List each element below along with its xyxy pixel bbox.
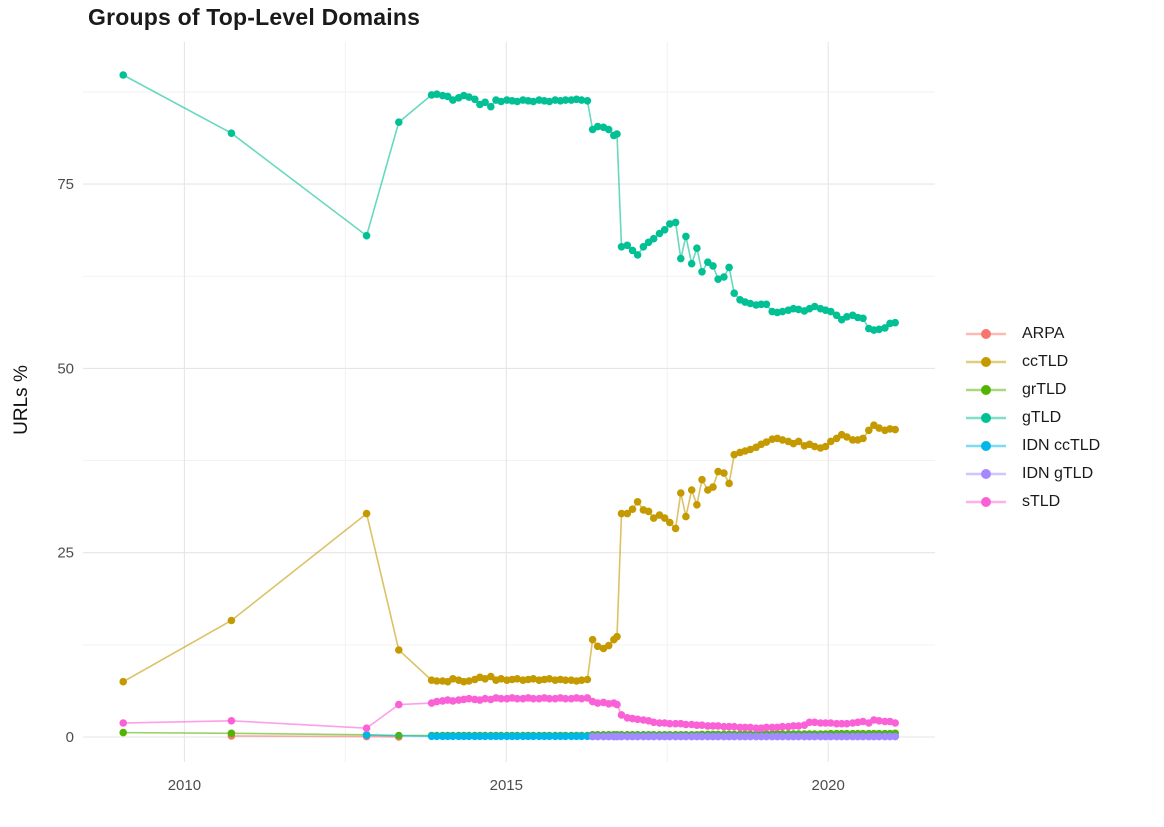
series-gTLD — [119, 71, 899, 334]
y-tick-label: 50 — [57, 360, 74, 377]
legend-key-icon — [966, 357, 1006, 367]
legend-item-IDN-gTLD: IDN gTLD — [966, 460, 1100, 488]
major-gridlines — [83, 42, 935, 762]
legend-key-icon — [966, 469, 1006, 479]
legend-label: grTLD — [1022, 381, 1067, 398]
legend-label: ARPA — [1022, 325, 1065, 342]
chart-title: Groups of Top-Level Domains — [88, 4, 421, 30]
legend-key-icon — [966, 413, 1006, 423]
x-tick-label: 2015 — [490, 777, 523, 794]
legend-label: IDN gTLD — [1022, 465, 1094, 482]
legend-item-sTLD: sTLD — [966, 488, 1100, 516]
legend-item-IDN-ccTLD: IDN ccTLD — [966, 432, 1100, 460]
legend-key-icon — [966, 385, 1006, 395]
legend-label: IDN ccTLD — [1022, 437, 1101, 454]
legend-key-icon — [966, 497, 1006, 507]
series-ccTLD — [119, 421, 899, 686]
legend-item-gTLD: gTLD — [966, 404, 1100, 432]
series-sTLD — [119, 694, 899, 732]
y-tick-label: 0 — [66, 729, 74, 746]
legend-label: gTLD — [1022, 409, 1062, 426]
legend-label: sTLD — [1022, 493, 1061, 510]
legend-key-icon — [966, 441, 1006, 451]
series-IDN-gTLD — [588, 732, 899, 741]
x-axis-tick-labels: 2010 2015 2020 — [168, 777, 845, 794]
x-tick-label: 2010 — [168, 777, 201, 794]
y-tick-label: 25 — [57, 545, 74, 562]
y-tick-label: 75 — [57, 176, 74, 193]
legend-key-icon — [966, 329, 1006, 339]
legend-item-ccTLD: ccTLD — [966, 348, 1100, 376]
x-tick-label: 2020 — [812, 777, 845, 794]
y-axis-tick-labels: 0 25 50 75 — [57, 176, 74, 746]
legend-item-ARPA: ARPA — [966, 320, 1100, 348]
minor-gridlines — [83, 42, 935, 762]
legend-item-grTLD: grTLD — [966, 376, 1100, 404]
legend-label: ccTLD — [1022, 353, 1069, 370]
legend: ARPA ccTLD grTLD gTLD IDN ccTLD IDN gTLD sTLD — [966, 320, 1100, 516]
